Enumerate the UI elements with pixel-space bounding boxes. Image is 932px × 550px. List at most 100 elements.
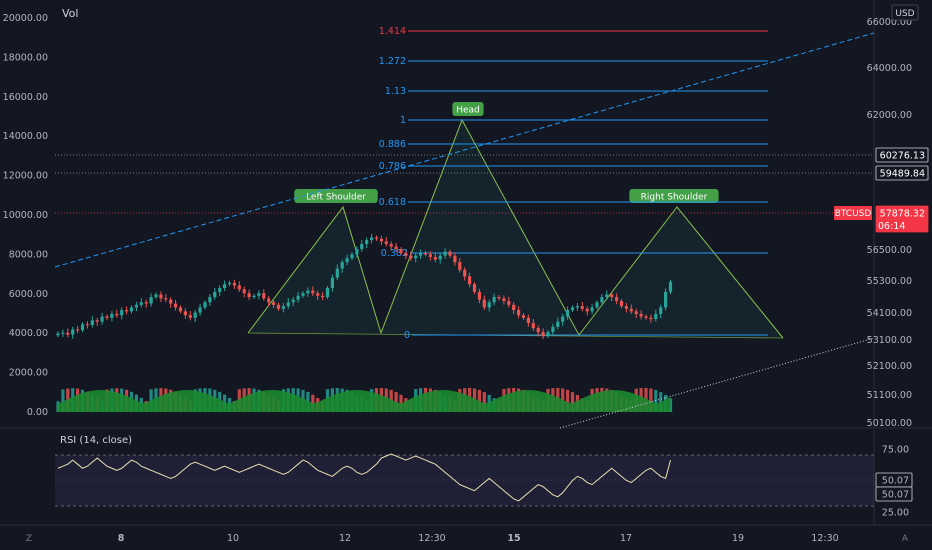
candle-body bbox=[330, 277, 334, 289]
trend-lines bbox=[54, 32, 875, 429]
price-tick-label: 53100.00 bbox=[867, 335, 912, 346]
price-marker-box bbox=[875, 165, 929, 181]
candle-body bbox=[95, 320, 99, 322]
candle-body bbox=[134, 304, 138, 308]
candle-body bbox=[492, 297, 496, 303]
candle-body bbox=[512, 304, 516, 311]
rsi-line bbox=[57, 453, 671, 502]
price-tick-label: 54100.00 bbox=[867, 308, 912, 319]
candle-body bbox=[585, 308, 589, 312]
time-tick-label: 12:30 bbox=[811, 533, 838, 544]
candle-body bbox=[291, 299, 295, 303]
volume-label: Vol bbox=[62, 7, 78, 20]
candle-body bbox=[193, 312, 197, 318]
candle-body bbox=[477, 291, 481, 300]
auto-scale-toggle[interactable]: A bbox=[902, 534, 909, 544]
candle-body bbox=[188, 315, 192, 318]
volume-tick-label: 12000.00 bbox=[3, 171, 48, 182]
price-marker-label: 60276.13 bbox=[880, 151, 925, 162]
candle-body bbox=[472, 284, 477, 292]
price-tick-label: 64000.00 bbox=[867, 63, 912, 74]
pattern-label-box bbox=[294, 189, 378, 203]
candle-body bbox=[659, 307, 663, 314]
symbol-tag-box bbox=[834, 206, 872, 220]
candle-body bbox=[120, 310, 124, 316]
candle-body bbox=[556, 321, 560, 327]
pattern-label: Head bbox=[456, 106, 480, 116]
candle-body bbox=[262, 293, 266, 299]
candle-body bbox=[517, 310, 521, 316]
volume-tick-label: 0.00 bbox=[27, 407, 48, 418]
candle-body bbox=[350, 254, 354, 259]
candle-body bbox=[570, 307, 575, 311]
volume-tick-label: 20000.00 bbox=[3, 13, 48, 24]
time-tick-label: 15 bbox=[507, 533, 520, 544]
candle-body bbox=[644, 316, 648, 318]
rsi-band bbox=[55, 455, 874, 506]
price-marker-label: 57878.32 bbox=[880, 209, 925, 220]
candle-body bbox=[541, 332, 545, 336]
candle-body bbox=[276, 304, 281, 309]
candle-body bbox=[164, 298, 168, 300]
zoom-toggle[interactable]: Z bbox=[26, 534, 32, 544]
fib-level-label: 0.382 bbox=[381, 248, 408, 259]
candle-body bbox=[502, 298, 506, 301]
time-tick-label: 17 bbox=[620, 533, 632, 544]
price-tick-label: 52100.00 bbox=[867, 361, 912, 372]
candle-body bbox=[575, 306, 579, 308]
candle-body bbox=[428, 254, 432, 257]
candle-body bbox=[497, 297, 501, 299]
candle-body bbox=[619, 300, 624, 307]
candle-body bbox=[203, 302, 207, 308]
volume-tick-label: 14000.00 bbox=[3, 131, 48, 142]
candle-body bbox=[487, 302, 491, 308]
candle-body bbox=[311, 290, 315, 294]
candle-body bbox=[105, 316, 109, 318]
pattern-label: Left Shoulder bbox=[306, 193, 366, 203]
currency-badge[interactable] bbox=[891, 4, 919, 21]
price-tick-label: 56500.00 bbox=[867, 245, 912, 256]
volume-tick-label: 18000.00 bbox=[3, 52, 48, 63]
candle-body bbox=[154, 294, 158, 298]
candle-body bbox=[178, 307, 183, 312]
candle-body bbox=[590, 307, 594, 312]
candle-body bbox=[340, 262, 344, 269]
candle-body bbox=[404, 253, 408, 256]
candle-body bbox=[316, 293, 320, 296]
candle-body bbox=[183, 311, 187, 316]
candle-body bbox=[414, 255, 418, 259]
candle-body bbox=[76, 329, 80, 331]
rsi-tick-label: 75.00 bbox=[882, 445, 909, 456]
candle-body bbox=[629, 308, 633, 312]
candle-body bbox=[159, 294, 163, 299]
candle-body bbox=[208, 297, 212, 303]
candle-body bbox=[286, 302, 290, 307]
price-marker-countdown: 06:14 bbox=[878, 221, 905, 232]
candle-body bbox=[654, 313, 658, 320]
candle-body bbox=[458, 262, 462, 270]
candle-body bbox=[174, 303, 178, 308]
candle-body bbox=[664, 291, 668, 308]
head-and-shoulders-pattern: Left Shoulder Head Right Shoulder bbox=[247, 102, 784, 339]
time-tick-label: 12:30 bbox=[418, 533, 445, 544]
candle-body bbox=[252, 295, 256, 298]
candle-body bbox=[56, 333, 60, 336]
candle-body bbox=[218, 288, 222, 292]
candle-body bbox=[370, 237, 374, 241]
fib-level-label: 0.886 bbox=[379, 139, 406, 150]
volume-tick-label: 6000.00 bbox=[9, 289, 48, 300]
candle-body bbox=[345, 258, 349, 263]
time-tick-label: 10 bbox=[227, 533, 239, 544]
candle-body bbox=[384, 241, 388, 244]
volume-tick-label: 2000.00 bbox=[9, 368, 48, 379]
volume-tick-label: 4000.00 bbox=[9, 328, 48, 339]
fib-level-label: 0.786 bbox=[379, 161, 406, 172]
candle-body bbox=[110, 313, 114, 318]
candle-body bbox=[394, 246, 398, 250]
candle-body bbox=[281, 306, 285, 309]
candle-body bbox=[257, 293, 261, 296]
candle-body bbox=[301, 293, 305, 296]
candle-body bbox=[615, 297, 619, 301]
candle-body bbox=[71, 329, 75, 335]
